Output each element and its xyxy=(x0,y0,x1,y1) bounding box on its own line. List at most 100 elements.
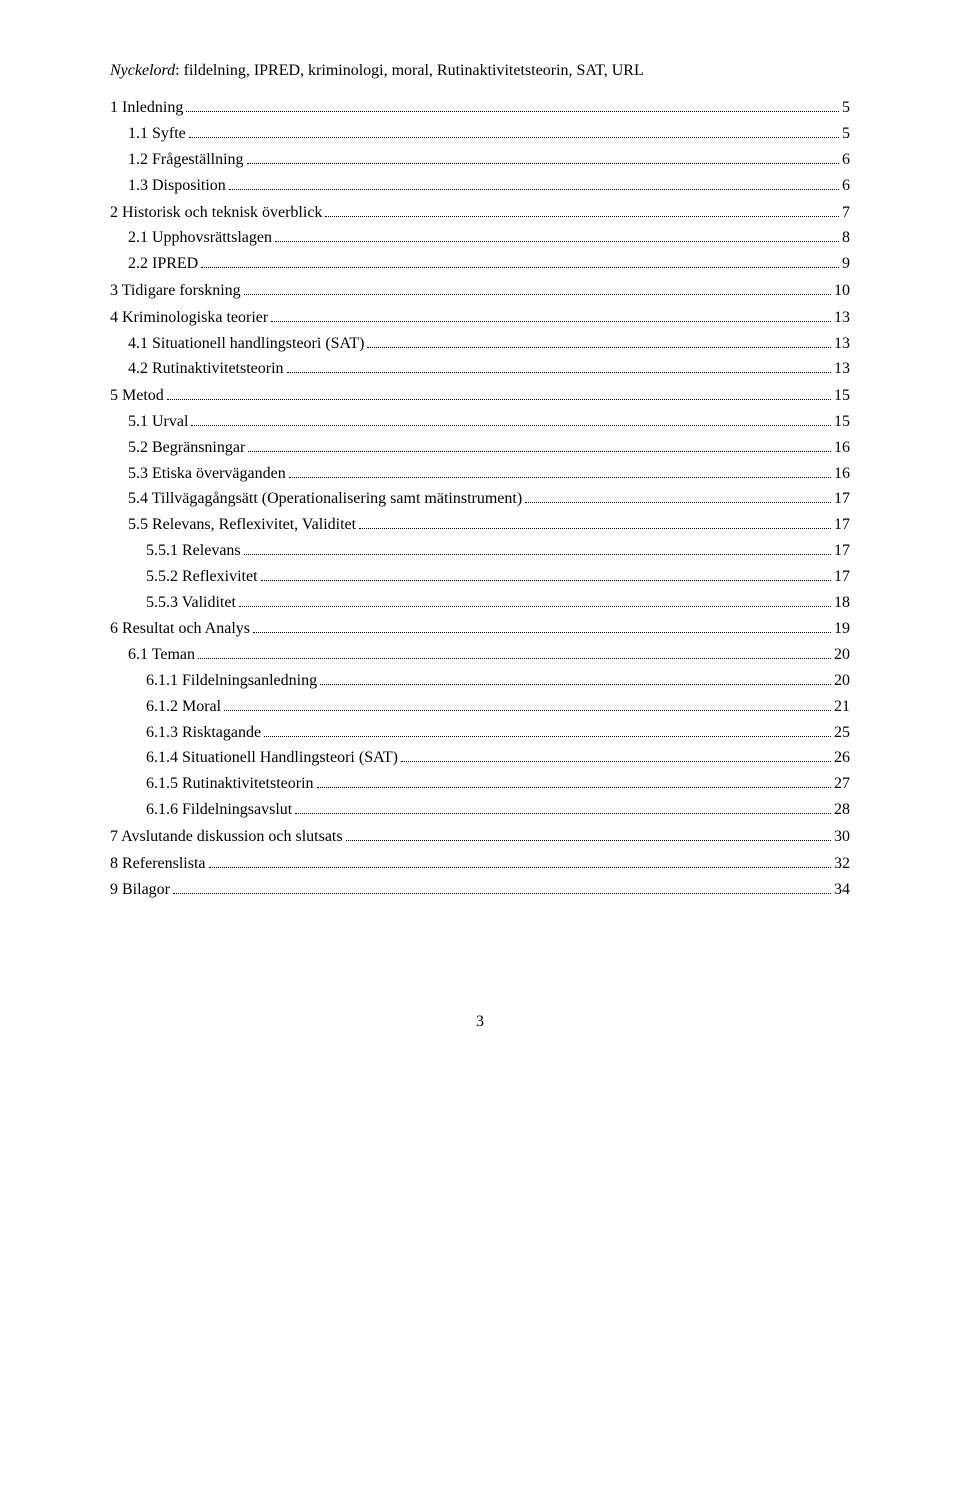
toc-entry: 6 Resultat och Analys 19 xyxy=(110,617,850,642)
toc-leader xyxy=(275,241,839,242)
toc-leader xyxy=(253,632,831,633)
toc-entry: 5.5.1 Relevans 17 xyxy=(110,539,850,564)
toc-page: 10 xyxy=(834,279,850,304)
toc-page: 16 xyxy=(834,462,850,487)
toc-entry: 5.3 Etiska överväganden 16 xyxy=(110,462,850,487)
toc-entry: 4.1 Situationell handlingsteori (SAT) 13 xyxy=(110,332,850,357)
toc-label: 4.1 Situationell handlingsteori (SAT) xyxy=(128,332,364,357)
toc-entry: 5 Metod 15 xyxy=(110,384,850,409)
toc-entry: 5.1 Urval 15 xyxy=(110,410,850,435)
toc-label: 6.1.1 Fildelningsanledning xyxy=(146,669,317,694)
toc-label: 6.1.6 Fildelningsavslut xyxy=(146,798,292,823)
toc-page: 18 xyxy=(834,591,850,616)
toc-label: 5.5.2 Reflexivitet xyxy=(146,565,258,590)
toc-entry: 6.1.2 Moral 21 xyxy=(110,695,850,720)
table-of-contents: 1 Inledning 51.1 Syfte 51.2 Frågeställni… xyxy=(110,96,850,903)
toc-entry: 6.1.3 Risktagande 25 xyxy=(110,721,850,746)
toc-entry: 4 Kriminologiska teorier 13 xyxy=(110,306,850,331)
toc-label: 5.1 Urval xyxy=(128,410,188,435)
toc-entry: 2.1 Upphovsrättslagen 8 xyxy=(110,226,850,251)
toc-label: 4 Kriminologiska teorier xyxy=(110,306,268,331)
toc-leader xyxy=(346,840,831,841)
keywords-label: Nyckelord xyxy=(110,62,175,79)
toc-entry: 4.2 Rutinaktivitetsteorin 13 xyxy=(110,357,850,382)
page-number: 3 xyxy=(110,1013,850,1031)
toc-entry: 6.1.4 Situationell Handlingsteori (SAT) … xyxy=(110,746,850,771)
toc-label: 5.2 Begränsningar xyxy=(128,436,245,461)
toc-page: 20 xyxy=(834,643,850,668)
toc-page: 30 xyxy=(834,825,850,850)
toc-page: 28 xyxy=(834,798,850,823)
toc-page: 21 xyxy=(834,695,850,720)
toc-label: 5.5.1 Relevans xyxy=(146,539,241,564)
toc-label: 5.5 Relevans, Reflexivitet, Validitet xyxy=(128,513,356,538)
toc-page: 6 xyxy=(842,148,850,173)
toc-page: 15 xyxy=(834,384,850,409)
toc-label: 2.2 IPRED xyxy=(128,252,198,277)
toc-label: 1.1 Syfte xyxy=(128,122,186,147)
toc-page: 13 xyxy=(834,306,850,331)
toc-leader xyxy=(325,216,839,217)
toc-leader xyxy=(317,787,831,788)
toc-label: 2.1 Upphovsrättslagen xyxy=(128,226,272,251)
toc-entry: 5.4 Tillvägagångsätt (Operationalisering… xyxy=(110,487,850,512)
toc-label: 5.3 Etiska överväganden xyxy=(128,462,286,487)
toc-page: 16 xyxy=(834,436,850,461)
toc-label: 1 Inledning xyxy=(110,96,183,121)
toc-page: 27 xyxy=(834,772,850,797)
toc-leader xyxy=(264,736,831,737)
toc-entry: 3 Tidigare forskning 10 xyxy=(110,279,850,304)
toc-entry: 1.2 Frågeställning 6 xyxy=(110,148,850,173)
toc-label: 5 Metod xyxy=(110,384,164,409)
toc-label: 6 Resultat och Analys xyxy=(110,617,250,642)
toc-page: 13 xyxy=(834,332,850,357)
toc-entry: 1.3 Disposition 6 xyxy=(110,174,850,199)
toc-leader xyxy=(198,658,831,659)
toc-entry: 6.1.1 Fildelningsanledning 20 xyxy=(110,669,850,694)
toc-leader xyxy=(367,347,831,348)
toc-entry: 5.5.3 Validitet 18 xyxy=(110,591,850,616)
toc-leader xyxy=(239,606,831,607)
toc-label: 2 Historisk och teknisk överblick xyxy=(110,201,322,226)
toc-leader xyxy=(224,710,831,711)
toc-entry: 1 Inledning 5 xyxy=(110,96,850,121)
toc-label: 6.1.5 Rutinaktivitetsteorin xyxy=(146,772,314,797)
toc-label: 6.1 Teman xyxy=(128,643,195,668)
keywords-line: Nyckelord: fildelning, IPRED, kriminolog… xyxy=(110,60,850,82)
toc-page: 26 xyxy=(834,746,850,771)
toc-leader xyxy=(320,684,831,685)
toc-page: 13 xyxy=(834,357,850,382)
keywords-colon: : xyxy=(175,62,183,79)
toc-label: 9 Bilagor xyxy=(110,878,170,903)
toc-entry: 8 Referenslista 32 xyxy=(110,852,850,877)
toc-page: 32 xyxy=(834,852,850,877)
toc-leader xyxy=(295,813,831,814)
toc-leader xyxy=(401,761,831,762)
toc-leader xyxy=(261,580,831,581)
toc-page: 9 xyxy=(842,252,850,277)
toc-entry: 5.2 Begränsningar 16 xyxy=(110,436,850,461)
toc-page: 17 xyxy=(834,513,850,538)
toc-label: 1.2 Frågeställning xyxy=(128,148,244,173)
toc-entry: 5.5.2 Reflexivitet 17 xyxy=(110,565,850,590)
toc-leader xyxy=(201,267,839,268)
toc-label: 3 Tidigare forskning xyxy=(110,279,241,304)
toc-label: 4.2 Rutinaktivitetsteorin xyxy=(128,357,284,382)
toc-leader xyxy=(525,502,831,503)
toc-page: 19 xyxy=(834,617,850,642)
toc-label: 1.3 Disposition xyxy=(128,174,226,199)
toc-page: 5 xyxy=(842,96,850,121)
toc-entry: 6.1.5 Rutinaktivitetsteorin 27 xyxy=(110,772,850,797)
toc-page: 8 xyxy=(842,226,850,251)
toc-leader xyxy=(167,399,831,400)
toc-leader xyxy=(189,137,839,138)
toc-leader xyxy=(289,477,831,478)
toc-entry: 5.5 Relevans, Reflexivitet, Validitet 17 xyxy=(110,513,850,538)
toc-entry: 7 Avslutande diskussion och slutsats 30 xyxy=(110,825,850,850)
toc-page: 5 xyxy=(842,122,850,147)
toc-leader xyxy=(247,163,839,164)
toc-entry: 9 Bilagor 34 xyxy=(110,878,850,903)
toc-leader xyxy=(191,425,831,426)
toc-entry: 6.1 Teman 20 xyxy=(110,643,850,668)
toc-entry: 1.1 Syfte 5 xyxy=(110,122,850,147)
